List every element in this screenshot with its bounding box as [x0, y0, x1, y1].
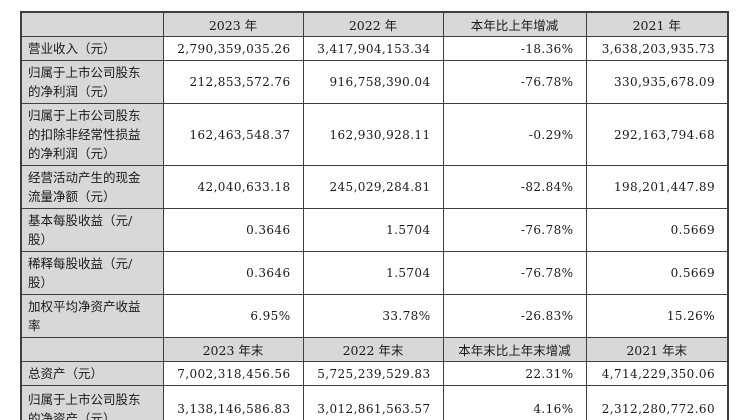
row-label-deducted-net-profit: 归属于上市公司股东 的扣除非经常性损益 的净利润（元） [20, 103, 164, 166]
col-header-2022: 2022 年 [302, 11, 444, 37]
basic-eps-change: -76.78% [442, 208, 587, 252]
deducted-net-profit-2023: 162,463,548.37 [162, 103, 304, 166]
cash-flow-2021: 198,201,447.89 [585, 165, 729, 209]
table-header-year-end: 2023 年末 2022 年末 本年末比上年末增减 2021 年末 [20, 337, 729, 362]
deducted-net-profit-2021: 292,163,794.68 [585, 103, 729, 166]
table-row-revenue: 营业收入（元） 2,790,359,035.26 3,417,904,153.3… [20, 36, 729, 61]
weighted-roe-change: -26.83% [442, 294, 587, 338]
total-assets-change: 22.31% [442, 361, 587, 386]
row-label-basic-eps: 基本每股收益（元/ 股） [20, 208, 164, 252]
table-row-deducted-net-profit: 归属于上市公司股东 的扣除非经常性损益 的净利润（元） 162,463,548.… [20, 103, 729, 166]
row-label-net-assets: 归属于上市公司股东 的净资产（元） [20, 385, 164, 420]
deducted-net-profit-change: -0.29% [442, 103, 587, 166]
row-label-weighted-roe: 加权平均净资产收益 率 [20, 294, 164, 338]
col-header-2023: 2023 年 [162, 11, 304, 37]
weighted-roe-2023: 6.95% [162, 294, 304, 338]
total-assets-2023: 7,002,318,456.56 [162, 361, 304, 386]
table-row-net-profit: 归属于上市公司股东 的净利润（元） 212,853,572.76 916,758… [20, 60, 729, 104]
basic-eps-2021: 0.5669 [585, 208, 729, 252]
net-assets-change: 4.16% [442, 385, 587, 420]
table-header-annual: 2023 年 2022 年 本年比上年增减 2021 年 [20, 11, 729, 37]
weighted-roe-2021: 15.26% [585, 294, 729, 338]
table-row-operating-cash-flow: 经营活动产生的现金 流量净额（元） 42,040,633.18 245,029,… [20, 165, 729, 209]
net-profit-change: -76.78% [442, 60, 587, 104]
net-profit-2023: 212,853,572.76 [162, 60, 304, 104]
col-header-2023-end: 2023 年末 [162, 337, 304, 362]
revenue-2021: 3,638,203,935.73 [585, 36, 729, 61]
cash-flow-2022: 245,029,284.81 [302, 165, 444, 209]
row-label-total-assets: 总资产（元） [20, 361, 164, 386]
deducted-net-profit-2022: 162,930,928.11 [302, 103, 444, 166]
table-row-net-assets: 归属于上市公司股东 的净资产（元） 3,138,146,586.83 3,012… [20, 385, 729, 420]
diluted-eps-change: -76.78% [442, 251, 587, 295]
net-assets-2022: 3,012,861,563.57 [302, 385, 444, 420]
cash-flow-change: -82.84% [442, 165, 587, 209]
weighted-roe-2022: 33.78% [302, 294, 444, 338]
header-corner-cell [20, 11, 164, 37]
row-label-revenue: 营业收入（元） [20, 36, 164, 61]
diluted-eps-2023: 0.3646 [162, 251, 304, 295]
row-label-operating-cash-flow: 经营活动产生的现金 流量净额（元） [20, 165, 164, 209]
revenue-2022: 3,417,904,153.34 [302, 36, 444, 61]
net-assets-2021: 2,312,280,772.60 [585, 385, 729, 420]
financial-summary-table: 2023 年 2022 年 本年比上年增减 2021 年 营业收入（元） 2,7… [20, 11, 729, 420]
net-profit-2022: 916,758,390.04 [302, 60, 444, 104]
basic-eps-2023: 0.3646 [162, 208, 304, 252]
diluted-eps-2021: 0.5669 [585, 251, 729, 295]
basic-eps-2022: 1.5704 [302, 208, 444, 252]
col-header-2021: 2021 年 [585, 11, 729, 37]
net-profit-2021: 330,935,678.09 [585, 60, 729, 104]
header-corner-cell-2 [20, 337, 164, 362]
table-row-diluted-eps: 稀释每股收益（元/ 股） 0.3646 1.5704 -76.78% 0.566… [20, 251, 729, 295]
table-row-basic-eps: 基本每股收益（元/ 股） 0.3646 1.5704 -76.78% 0.566… [20, 208, 729, 252]
table-row-total-assets: 总资产（元） 7,002,318,456.56 5,725,239,529.83… [20, 361, 729, 386]
diluted-eps-2022: 1.5704 [302, 251, 444, 295]
revenue-2023: 2,790,359,035.26 [162, 36, 304, 61]
table-row-weighted-roe: 加权平均净资产收益 率 6.95% 33.78% -26.83% 15.26% [20, 294, 729, 338]
total-assets-2021: 4,714,229,350.06 [585, 361, 729, 386]
col-header-2021-end: 2021 年末 [585, 337, 729, 362]
net-assets-2023: 3,138,146,586.83 [162, 385, 304, 420]
col-header-2022-end: 2022 年末 [302, 337, 444, 362]
total-assets-2022: 5,725,239,529.83 [302, 361, 444, 386]
col-header-year-end-change: 本年末比上年末增减 [442, 337, 587, 362]
row-label-net-profit: 归属于上市公司股东 的净利润（元） [20, 60, 164, 104]
row-label-diluted-eps: 稀释每股收益（元/ 股） [20, 251, 164, 295]
cash-flow-2023: 42,040,633.18 [162, 165, 304, 209]
col-header-yoy-change: 本年比上年增减 [442, 11, 587, 37]
revenue-change: -18.36% [442, 36, 587, 61]
